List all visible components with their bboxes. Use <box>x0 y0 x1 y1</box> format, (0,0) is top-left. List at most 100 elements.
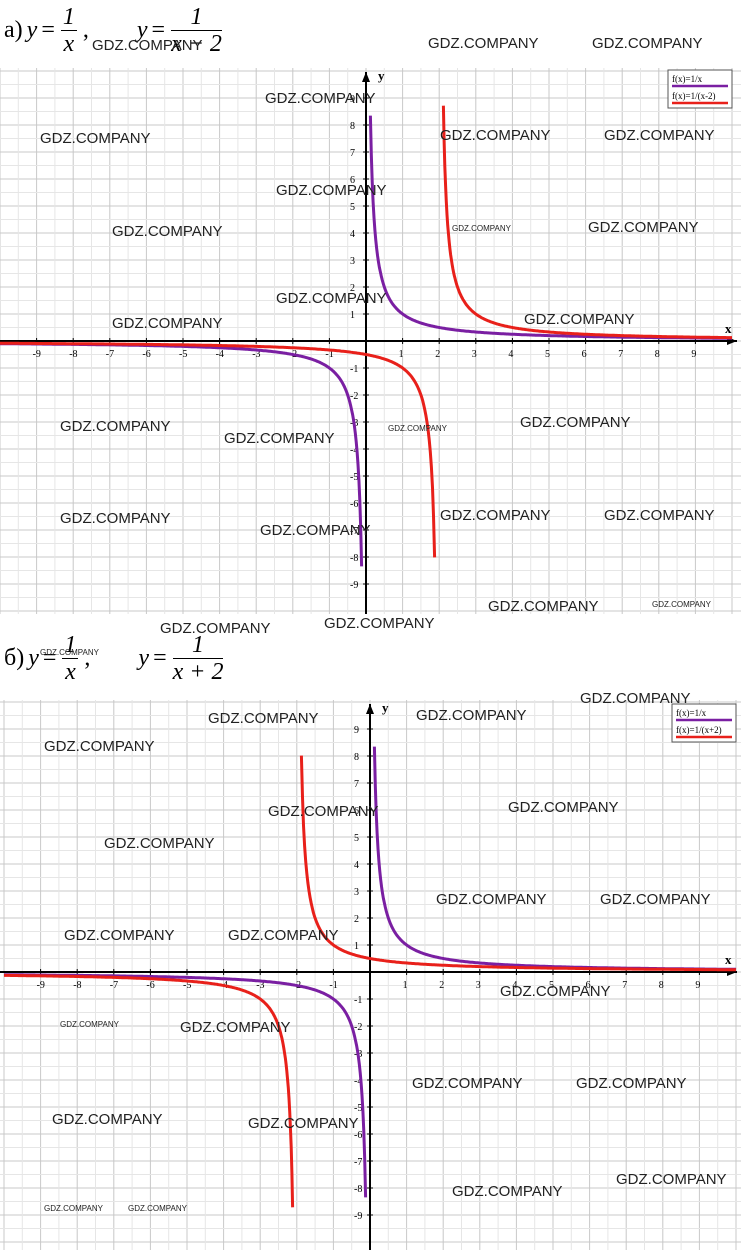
chart-a-eq1-denominator: x <box>63 31 75 57</box>
chart-a-eq2-denominator: x − 2 <box>171 31 222 57</box>
y-tick-label: -7 <box>350 526 358 537</box>
y-tick-label: 9 <box>350 94 355 105</box>
x-tick-label: -1 <box>329 980 337 991</box>
x-tick-label: -9 <box>37 980 45 991</box>
watermark-text: GDZ.COMPANY <box>160 620 271 637</box>
chart-b-eq1-lhs: y <box>28 645 39 671</box>
chart-a: x y -9 -8 -7 -6 -5 -4 -3 -2 -1 1 2 3 4 5 6 7 8 9 9 8 7 6 5 4 3 2 1 -1… <box>0 68 741 614</box>
chart-a-eq1-numerator: 1 <box>60 4 77 31</box>
x-tick-label: -5 <box>179 349 187 360</box>
x-tick-label: 6 <box>586 980 591 991</box>
x-tick-label: -6 <box>142 349 150 360</box>
chart-b-eq2-lhs: y <box>138 645 150 671</box>
watermark-text: GDZ.COMPANY <box>268 803 379 820</box>
watermark-text: GDZ.COMPANY <box>276 182 387 199</box>
x-axis-label: x <box>725 321 732 336</box>
chart-a-eq1-lhs: y <box>26 17 38 43</box>
y-tick-label: -5 <box>354 1103 362 1114</box>
x-tick-label: 9 <box>695 980 700 991</box>
watermark-text: GDZ.COMPANY <box>60 510 171 527</box>
chart-b-eq1-suffix: , <box>84 645 91 671</box>
x-tick-label: 7 <box>618 349 623 360</box>
watermark-text: GDZ.COMPANY <box>40 130 151 147</box>
x-tick-label: 6 <box>582 349 587 360</box>
chart-b-eq1-numerator: 1 <box>62 632 79 659</box>
chart-b-label: б) <box>4 645 25 671</box>
x-tick-label: 9 <box>691 349 696 360</box>
y-tick-label: -2 <box>350 391 358 402</box>
chart-a-eq1-suffix: , <box>82 17 89 43</box>
watermark-text: GDZ.COMPANY <box>52 1111 163 1128</box>
x-tick-label: 3 <box>472 349 477 360</box>
watermark-text: GDZ.COMPANY <box>112 315 223 332</box>
watermark-text: GDZ.COMPANY <box>92 37 203 54</box>
watermark-text: GDZ.COMPANY <box>265 90 376 107</box>
watermark-text: GDZ.COMPANY <box>436 891 547 908</box>
series-line-2-right-branch <box>299 755 737 972</box>
watermark-text: GDZ.COMPANY <box>488 598 599 615</box>
y-tick-label: 3 <box>354 887 359 898</box>
y-tick-label: 4 <box>354 860 359 871</box>
watermark-text: GDZ.COMPANY <box>520 414 631 431</box>
watermark-text: GDZ.COMPANY <box>180 1019 291 1036</box>
chart-b-eq2-denominator: x + 2 <box>172 659 224 685</box>
legend-entry-label: f(x)=1/x <box>676 708 707 718</box>
y-tick-label: -5 <box>350 472 358 483</box>
series-line-2-right-branch <box>441 105 732 340</box>
y-tick-label: 8 <box>354 752 359 763</box>
y-tick-label: 9 <box>354 725 359 736</box>
watermark-text: GDZ.COMPANY <box>40 648 99 657</box>
watermark-text: GDZ.COMPANY <box>60 418 171 435</box>
y-tick-label: -2 <box>354 1022 362 1033</box>
y-tick-label: -1 <box>350 364 358 375</box>
watermark-text: GDZ.COMPANY <box>600 891 711 908</box>
y-axis-arrow <box>366 704 374 714</box>
x-tick-label: -7 <box>110 980 118 991</box>
watermark-text: GDZ.COMPANY <box>104 835 215 852</box>
chart-b-heading: б) y = 1 x , y = 1 x + 2 <box>4 632 224 685</box>
x-tick-label: 5 <box>545 349 550 360</box>
y-axis-label: y <box>378 68 385 83</box>
series-line-2-left-branch <box>4 973 295 1208</box>
y-tick-label: -7 <box>354 1157 362 1168</box>
legend-box <box>667 69 733 109</box>
x-tick-label: 4 <box>512 980 517 991</box>
y-tick-label: 5 <box>354 833 359 844</box>
watermark-text: GDZ.COMPANY <box>208 710 319 727</box>
x-tick-label: -3 <box>256 980 264 991</box>
watermark-text: GDZ.COMPANY <box>452 1183 563 1200</box>
x-tick-label: 1 <box>403 980 408 991</box>
watermark-text: GDZ.COMPANY <box>592 35 703 52</box>
legend-entry-label: f(x)=1/(x+2) <box>676 725 722 735</box>
x-tick-label: 4 <box>508 349 513 360</box>
legend: f(x)=1/x f(x)=1/(x+2) <box>671 703 737 743</box>
watermark-text: GDZ.COMPANY <box>60 1020 119 1029</box>
legend-box <box>671 703 737 743</box>
x-tick-label: -6 <box>146 980 154 991</box>
chart-b: x y -9 -8 -7 -6 -5 -4 -3 -2 -1 1 2 3 4 5 6 7 8 9 9 8 7 6 5 4 3 2 1 -1… <box>0 700 741 1250</box>
watermark-text: GDZ.COMPANY <box>452 224 511 233</box>
chart-b-eq2-numerator: 1 <box>172 632 224 659</box>
y-tick-label: -9 <box>350 580 358 591</box>
x-tick-label: 5 <box>549 980 554 991</box>
y-tick-label: 7 <box>354 779 359 790</box>
chart-b-eq1-denominator: x <box>65 659 76 685</box>
y-tick-label: 2 <box>354 914 359 925</box>
y-axis-arrow <box>362 72 370 82</box>
watermark-text: GDZ.COMPANY <box>64 927 175 944</box>
watermark-text: GDZ.COMPANY <box>440 127 551 144</box>
watermark-text: GDZ.COMPANY <box>44 738 155 755</box>
y-tick-label: -8 <box>354 1184 362 1195</box>
x-tick-label: 2 <box>439 980 444 991</box>
watermark-text: GDZ.COMPANY <box>500 983 611 1000</box>
x-tick-label: 2 <box>435 349 440 360</box>
chart-a-eq2-fraction: 1 x − 2 <box>171 4 222 57</box>
y-tick-label: 1 <box>350 310 355 321</box>
y-tick-label: -8 <box>350 553 358 564</box>
watermark-text: GDZ.COMPANY <box>440 507 551 524</box>
legend-entry-label: f(x)=1/x <box>672 74 703 84</box>
watermark-text: GDZ.COMPANY <box>588 219 699 236</box>
x-tick-label: 7 <box>622 980 627 991</box>
y-tick-label: -4 <box>350 445 358 456</box>
watermark-text: GDZ.COMPANY <box>128 1204 187 1213</box>
